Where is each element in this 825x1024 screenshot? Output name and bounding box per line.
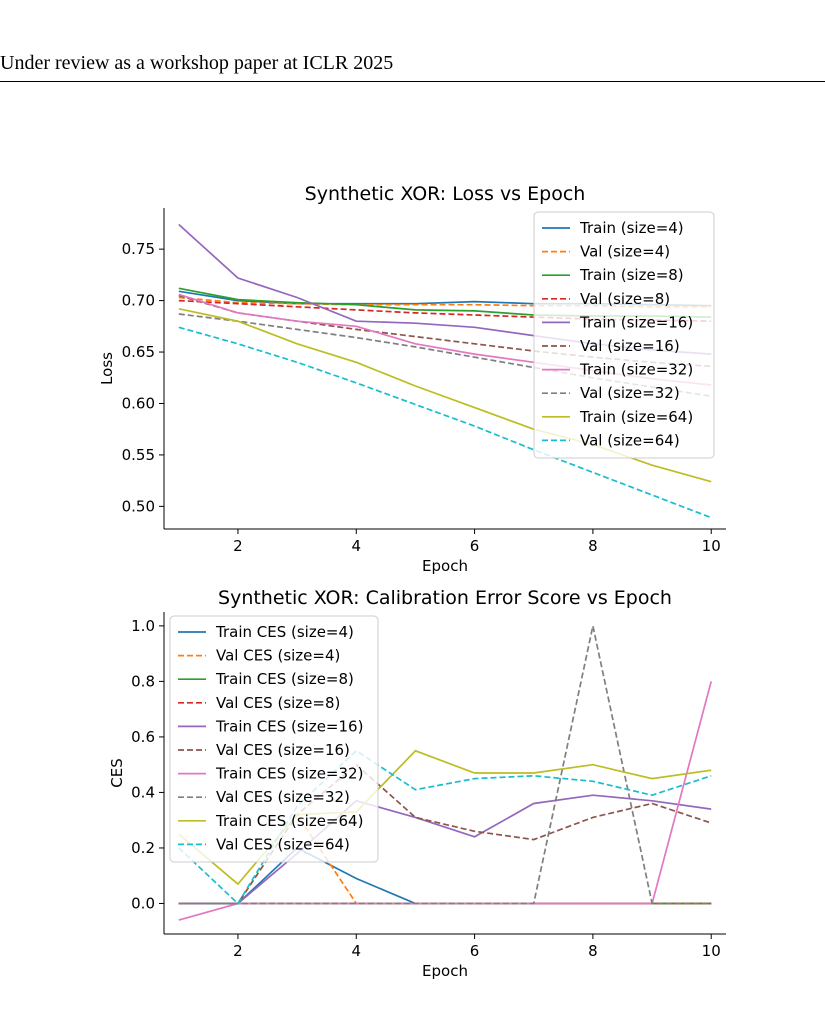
legend-label: Train CES (size=16) bbox=[215, 717, 363, 735]
legend-label: Train CES (size=8) bbox=[215, 670, 354, 688]
x-tick-label: 2 bbox=[233, 537, 243, 555]
x-tick-label: 2 bbox=[233, 942, 243, 960]
y-tick-label: 0.6 bbox=[131, 728, 155, 746]
x-tick-label: 4 bbox=[351, 537, 361, 555]
series-line-8 bbox=[178, 625, 712, 905]
legend-label: Train CES (size=32) bbox=[215, 765, 363, 783]
legend-label: Train (size=64) bbox=[579, 408, 693, 426]
legend-label: Val (size=4) bbox=[580, 243, 670, 261]
x-tick-label: 6 bbox=[470, 942, 480, 960]
y-tick-label: 0.75 bbox=[122, 240, 155, 258]
y-tick-label: 0.0 bbox=[131, 894, 155, 912]
y-tick-label: 0.65 bbox=[122, 343, 155, 361]
legend bbox=[169, 615, 379, 863]
legend-label: Val (size=8) bbox=[580, 290, 670, 308]
y-tick-label: 0.4 bbox=[131, 783, 155, 801]
header-rule bbox=[0, 81, 825, 82]
chart-title: Synthetic XOR: Loss vs Epoch bbox=[305, 183, 586, 205]
legend-label: Val CES (size=8) bbox=[216, 694, 340, 712]
y-tick-label: 0.50 bbox=[122, 497, 155, 515]
legend-label: Train CES (size=64) bbox=[215, 812, 363, 830]
x-axis-label: Epoch bbox=[422, 962, 468, 980]
legend-label: Train CES (size=4) bbox=[215, 623, 354, 641]
y-axis-label: Loss bbox=[98, 352, 116, 385]
y-axis-label: CES bbox=[108, 758, 126, 787]
y-tick-label: 1.0 bbox=[131, 617, 155, 635]
chart-title: Synthetic XOR: Calibration Error Score v… bbox=[218, 587, 672, 609]
loss-chart: Synthetic XOR: Loss vs Epoch 2 4 6 8 10 0.50 0.… bbox=[98, 183, 726, 575]
y-tick-label: 0.55 bbox=[122, 446, 155, 464]
x-tick-label: 10 bbox=[702, 942, 721, 960]
legend-label: Train (size=4) bbox=[579, 219, 684, 237]
y-tick-label: 0.70 bbox=[122, 292, 155, 310]
legend-label: Train (size=16) bbox=[579, 313, 693, 331]
x-tick-label: 6 bbox=[470, 537, 480, 555]
legend-label: Val CES (size=4) bbox=[216, 647, 340, 665]
legend-label: Val CES (size=32) bbox=[216, 788, 350, 806]
x-tick-label: 8 bbox=[588, 942, 598, 960]
legend bbox=[533, 211, 715, 459]
legend-label: Val (size=16) bbox=[580, 337, 680, 355]
x-tick-label: 10 bbox=[702, 537, 721, 555]
legend-label: Train (size=32) bbox=[579, 361, 693, 379]
ces-chart: Synthetic XOR: Calibration Error Score v… bbox=[108, 587, 726, 980]
legend-label: Val (size=64) bbox=[580, 431, 680, 449]
legend-label: Val (size=32) bbox=[580, 384, 680, 402]
legend-label: Val CES (size=16) bbox=[216, 741, 350, 759]
y-tick-label: 0.2 bbox=[131, 839, 155, 857]
page-header: Under review as a workshop paper at ICLR… bbox=[0, 52, 394, 74]
y-tick-label: 0.8 bbox=[131, 672, 155, 690]
series-line-5 bbox=[178, 794, 712, 905]
x-tick-label: 4 bbox=[351, 942, 361, 960]
series-line-10 bbox=[178, 326, 712, 519]
x-axis-label: Epoch bbox=[422, 557, 468, 575]
legend-label: Train (size=8) bbox=[579, 266, 684, 284]
y-tick-label: 0.60 bbox=[122, 394, 155, 412]
legend-label: Val CES (size=64) bbox=[216, 835, 350, 853]
x-tick-label: 8 bbox=[588, 537, 598, 555]
